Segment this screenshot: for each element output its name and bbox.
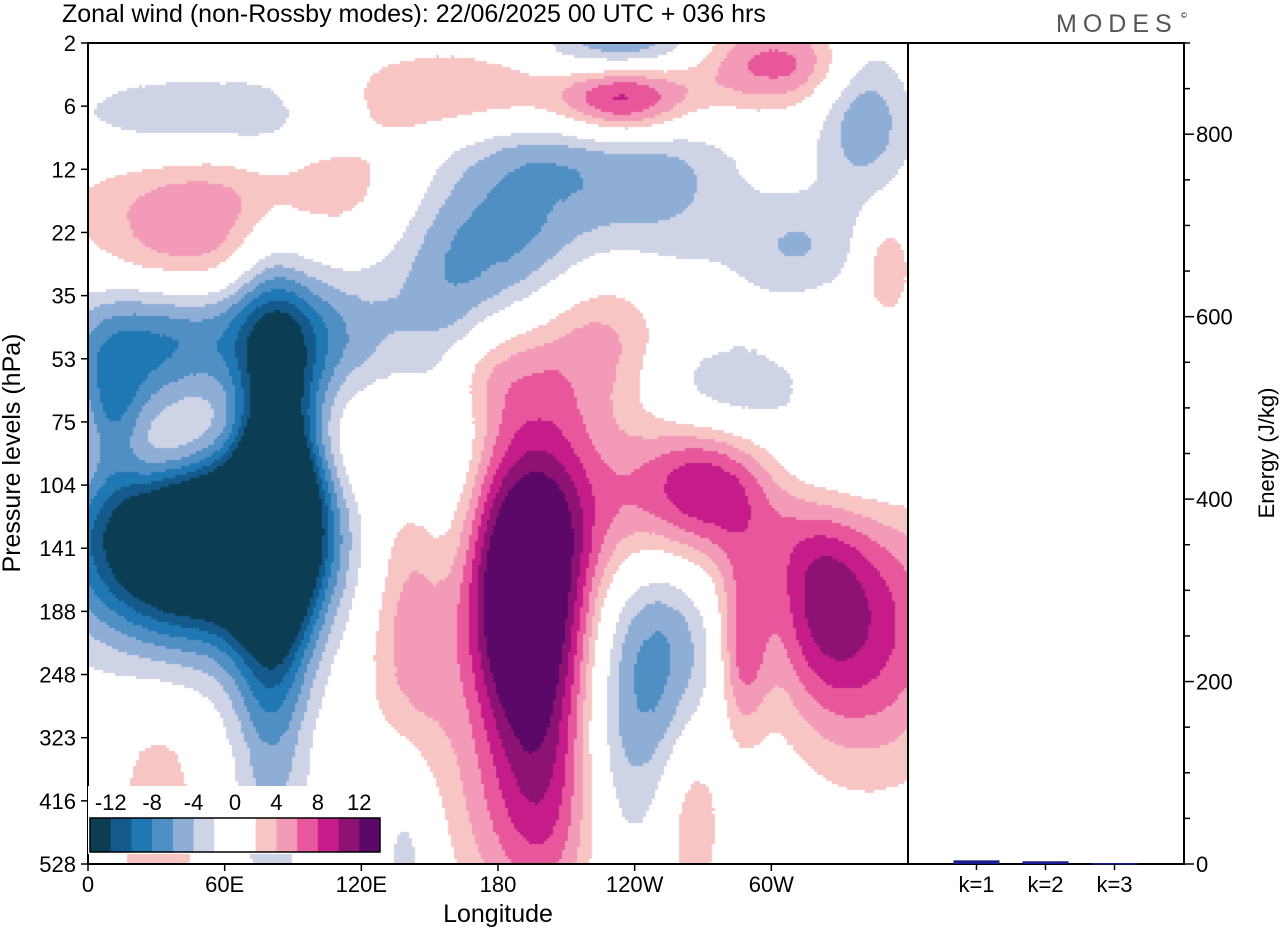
colorbar-swatch <box>255 818 277 852</box>
energy-tick-label: 800 <box>1196 122 1233 147</box>
y-tick-label: 53 <box>52 347 76 372</box>
colorbar-label: 0 <box>229 790 241 815</box>
colorbar-label: -8 <box>142 790 162 815</box>
y-tick-label: 188 <box>39 599 76 624</box>
heatmap-x-axis: 0 60E 120E 180 120W 60W <box>82 864 794 897</box>
colorbar-swatch <box>235 818 257 852</box>
colorbar-swatch <box>214 818 236 852</box>
x-tick-label: 120E <box>336 872 387 897</box>
y-tick-label: 6 <box>64 94 76 119</box>
y-tick-label: 75 <box>52 410 76 435</box>
colorbar-label: 4 <box>270 790 282 815</box>
colorbar-label: -12 <box>95 790 127 815</box>
colorbar-swatch <box>297 818 319 852</box>
brand-mark: © <box>1181 11 1187 20</box>
energy-panel-frame <box>907 42 1185 865</box>
chart-title: Zonal wind (non-Rossby modes): 22/06/202… <box>62 0 766 28</box>
colorbar-swatch <box>110 818 132 852</box>
heatmap-raster <box>88 43 908 864</box>
energy-tick-label: 400 <box>1196 487 1233 512</box>
heatmap-y-axis-label: Pressure levels (hPa) <box>0 334 26 573</box>
energy-y-axis: 0 200 400 600 800 <box>1184 42 1233 877</box>
y-tick-label: 141 <box>39 536 76 561</box>
colorbar-label: -4 <box>184 790 204 815</box>
x-tick-label: 120W <box>606 872 664 897</box>
colorbar-swatch <box>317 818 340 852</box>
y-tick-label: 248 <box>39 663 76 688</box>
x-tick-label: 180 <box>480 872 517 897</box>
x-tick-label: 60E <box>205 872 244 897</box>
y-tick-label: 35 <box>52 284 76 309</box>
energy-category-label: k=3 <box>1096 872 1132 897</box>
energy-bar <box>1022 861 1069 864</box>
colorbar: -12 -8 -4 0 4 8 12 <box>88 786 382 854</box>
colorbar-frame <box>89 817 381 853</box>
energy-bar <box>1091 863 1138 865</box>
colorbar-swatch <box>359 818 381 852</box>
energy-category-label: k=2 <box>1027 872 1063 897</box>
energy-category-label: k=1 <box>958 872 994 897</box>
colorbar-swatch <box>172 818 195 852</box>
colorbar-swatch <box>152 818 174 852</box>
energy-bar <box>953 860 1000 864</box>
y-tick-label: 2 <box>64 31 76 56</box>
y-tick-label: 12 <box>52 157 76 182</box>
colorbar-swatch <box>276 818 298 852</box>
x-tick-label: 0 <box>82 872 94 897</box>
x-tick-label: 60W <box>749 872 794 897</box>
colorbar-swatch <box>131 818 153 852</box>
energy-tick-label: 600 <box>1196 305 1233 330</box>
heatmap-field <box>88 43 908 864</box>
heatmap-x-axis-label: Longitude <box>443 900 553 928</box>
y-tick-label: 416 <box>39 789 76 814</box>
colorbar-label: 8 <box>312 790 324 815</box>
colorbar-label: 12 <box>347 790 371 815</box>
colorbar-swatch <box>90 818 112 852</box>
y-tick-label: 323 <box>39 726 76 751</box>
colorbar-swatch <box>338 818 360 852</box>
heatmap-y-axis: 2 6 12 22 35 53 75 104 141 188 248 323 416 528 <box>39 31 88 877</box>
brand-logo: MODES <box>1056 10 1178 38</box>
energy-tick-label: 200 <box>1196 670 1233 695</box>
y-tick-label: 22 <box>52 220 76 245</box>
colorbar-swatch <box>193 818 215 852</box>
y-tick-label: 528 <box>39 852 76 877</box>
energy-tick-label: 0 <box>1196 852 1208 877</box>
energy-bars: k=1 k=2 k=3 <box>953 860 1138 897</box>
y-tick-label: 104 <box>39 473 76 498</box>
energy-y-axis-label: Energy (J/kg) <box>1254 388 1279 519</box>
